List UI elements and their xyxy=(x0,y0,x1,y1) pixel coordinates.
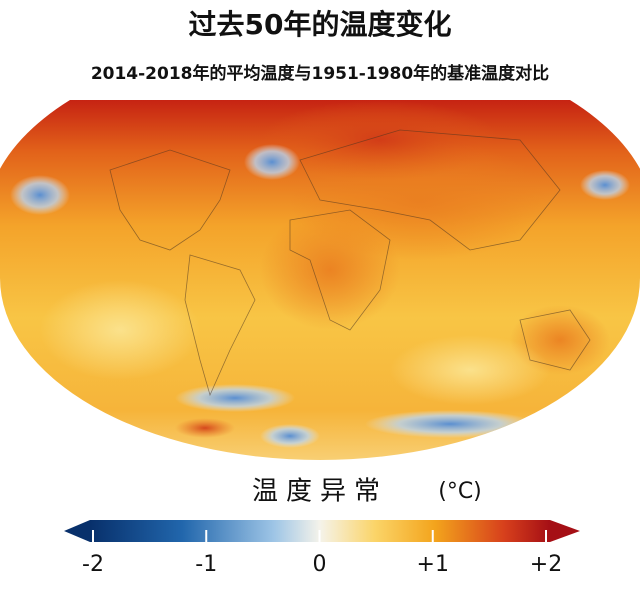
title: 过去50年的温度变化 xyxy=(189,8,452,41)
colorbar-tick-label: +2 xyxy=(530,552,562,577)
subtitle: 2014-2018年的平均温度与1951-1980年的基准温度对比 xyxy=(91,63,549,84)
colorbar-tick-label: +1 xyxy=(417,552,449,577)
colorbar-high-arrow xyxy=(550,520,580,542)
colorbar-tick-label: -2 xyxy=(82,552,104,577)
anomaly-map xyxy=(0,100,640,460)
colorbar-low-arrow xyxy=(64,520,90,542)
legend-title: 温度异常 xyxy=(252,477,388,507)
colorbar-tick-label: 0 xyxy=(313,552,327,577)
legend-unit: (°C) xyxy=(438,479,482,504)
colorbar-tick-label: -1 xyxy=(195,552,217,577)
